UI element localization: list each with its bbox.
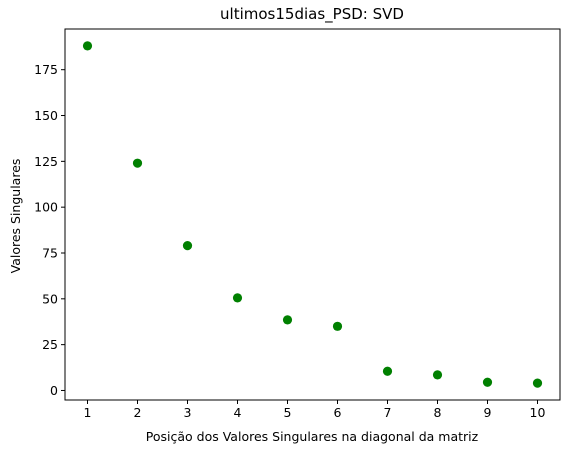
x-tick-label: 4 [234, 405, 242, 420]
x-tick-label: 10 [530, 405, 546, 420]
chart-title: ultimos15dias_PSD: SVD [220, 5, 404, 24]
y-axis-label: Valores Singulares [8, 159, 23, 274]
data-point-1 [82, 41, 93, 51]
data-point-4 [232, 293, 243, 303]
data-point-7 [382, 366, 393, 376]
data-point-2 [132, 158, 143, 168]
plot-area-frame [64, 28, 561, 401]
x-tick-label: 8 [434, 405, 442, 420]
x-tick-label: 7 [384, 405, 392, 420]
data-point-5 [282, 315, 293, 325]
data-point-8 [432, 370, 443, 380]
x-tick-label: 9 [484, 405, 492, 420]
x-tick-label: 3 [184, 405, 192, 420]
x-tick-label: 1 [84, 405, 92, 420]
data-point-3 [182, 241, 193, 251]
data-point-9 [482, 377, 493, 387]
data-point-6 [332, 321, 343, 331]
x-tick-label: 5 [284, 405, 292, 420]
x-tick-label: 6 [334, 405, 342, 420]
y-tick-label: 175 [34, 62, 58, 77]
y-tick-label: 100 [34, 200, 58, 215]
y-tick-label: 75 [42, 245, 58, 260]
y-tick-label: 50 [42, 291, 58, 306]
y-tick-label: 0 [50, 383, 58, 398]
x-tick-label: 2 [134, 405, 142, 420]
y-tick-label: 25 [42, 337, 58, 352]
data-point-10 [532, 378, 543, 388]
y-axis-ticks: 0 25 50 75 100 125 150 175 [34, 62, 65, 398]
y-tick-label: 125 [34, 154, 58, 169]
x-axis-label: Posição dos Valores Singulares na diagon… [146, 429, 479, 444]
data-points [82, 41, 543, 388]
x-axis-ticks: 1 2 3 4 5 6 7 8 9 10 [84, 400, 546, 420]
y-tick-label: 150 [34, 108, 58, 123]
